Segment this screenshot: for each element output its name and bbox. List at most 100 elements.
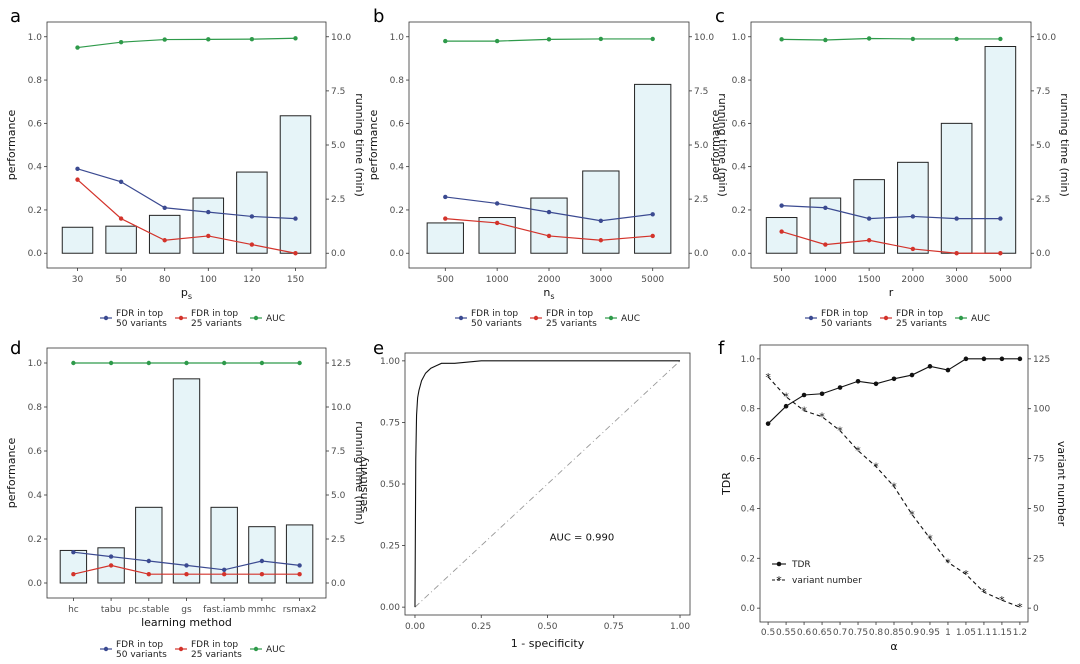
panel-f-ytick2-label: 50	[1033, 504, 1045, 514]
legend-auc-dot	[608, 315, 614, 321]
panel-c-bar-3000	[940, 122, 973, 254]
panel-f-point-variant-number: *	[909, 508, 915, 521]
legend-fdr25-dot	[178, 646, 184, 652]
panel-f-xtick-label: 0.9	[905, 628, 920, 638]
panel-f-point-tdr	[783, 403, 789, 409]
panel-d-point-fdr25	[71, 572, 76, 577]
panel-a-point-fdr50	[162, 205, 167, 210]
panel-c-point-fdr50	[823, 205, 828, 210]
legend-fdr25-label-2: 25 variants	[191, 650, 242, 660]
panel-b-letter: b	[373, 6, 384, 27]
panel-f-xtick-label: 1.05	[956, 628, 976, 638]
panel-f-ytick-label: 0.0	[741, 604, 756, 614]
panel-d-point-fdr25	[108, 563, 114, 568]
legend-fdr50-label-2: 50 variants	[821, 319, 872, 329]
panel-b-ytick-label: 0.4	[390, 163, 405, 173]
panel-f-point-variant-number: *	[783, 391, 789, 404]
panel-a-xlabel-sub: s	[188, 292, 192, 301]
panel-f-point-tdr	[927, 364, 933, 369]
panel-d-xtick-label: gs	[181, 605, 192, 615]
panel-b-point-fdr25	[546, 233, 552, 239]
legend-fdr50-label-2: 50 variants	[471, 319, 522, 329]
panel-e-roc-curve	[414, 360, 681, 608]
legend-auc-label: AUC	[971, 314, 990, 324]
panel-e-diagonal	[414, 360, 681, 608]
panel-a-xtick-label: 30	[72, 275, 84, 285]
panel-c-xtick-label: 5000	[989, 275, 1012, 285]
panel-c-point-fdr25	[823, 242, 828, 247]
panel-f-xtick-label: 1.1	[977, 628, 991, 638]
panel-c-ylabel-right: running time (min)	[1058, 93, 1071, 197]
panel-f-legend-tdr-dot	[776, 561, 782, 567]
panel-c-point-fdr50	[954, 216, 959, 221]
panel-b-ytick-label: 0.0	[390, 249, 405, 259]
panel-b-plot: 0.0 0.2 0.4 0.6 0.8 1.0 0.0 2.5 5.0 7.5 10.0 500 100…	[367, 21, 729, 329]
legend-fdr50-label: FDR in top	[471, 309, 518, 319]
panel-c-ytick2-label: 0.0	[1036, 249, 1051, 259]
panel-b-xtick-label: 5000	[641, 275, 664, 285]
legend-fdr50-dot	[808, 315, 814, 321]
panel-a-bar-50	[105, 225, 137, 254]
panel-d-ylabel: performance	[5, 438, 18, 509]
panel-e-ytick-label: 0.50	[380, 480, 400, 490]
panel-e-ytick-label: 0.25	[380, 542, 400, 552]
panel-f-ytick2-label: 125	[1033, 355, 1050, 365]
panel-f-xtick-label: 0.65	[812, 628, 832, 638]
panel-d-letter: d	[10, 338, 21, 359]
panel-a-point-fdr25	[162, 238, 167, 243]
panel-a-letter: a	[10, 6, 21, 27]
panel-a-xtick-label: 80	[159, 275, 171, 285]
panel-a-ytick2-label: 0.0	[331, 249, 346, 259]
panel-f-point-variant-number: *	[873, 461, 879, 474]
panel-a-point-auc	[249, 36, 255, 42]
panel-f-xtick-label: 0.95	[920, 628, 940, 638]
panel-d-xtick-label: pc.stable	[128, 605, 169, 615]
panel-c-point-auc	[779, 37, 784, 42]
panel-d-ytick-label: 0.4	[28, 491, 43, 501]
panel-c-point-auc	[910, 36, 916, 42]
panel-c-point-fdr25	[910, 246, 916, 252]
panel-d-point-auc	[71, 360, 76, 366]
legend-fdr50-label: FDR in top	[116, 309, 163, 319]
panel-a-point-fdr25	[75, 177, 80, 182]
panel-b-ytick-label: 0.8	[390, 76, 405, 86]
panel-e-xtick-label: 0.50	[537, 622, 557, 632]
legend-fdr50-label: FDR in top	[116, 640, 163, 650]
panel-e-xlabel: 1 - specificity	[511, 637, 585, 650]
panel-e-auc-annotation: AUC = 0.990	[550, 533, 615, 544]
legend-auc-dot	[253, 646, 259, 652]
panel-d-ytick2-label: 2.5	[331, 535, 345, 545]
panel-a-point-fdr25	[118, 216, 124, 221]
panel-f-point-tdr	[873, 381, 879, 387]
legend-fdr25-label: FDR in top	[546, 309, 593, 319]
panel-d-point-fdr50	[259, 558, 265, 564]
panel-f-point-variant-number: *	[1017, 601, 1023, 614]
legend-auc-label: AUC	[621, 314, 640, 324]
panel-a-point-auc	[118, 39, 124, 45]
panel-e-ytick-label: 1.00	[380, 357, 400, 367]
panel-d-bar-gs	[172, 378, 201, 584]
panel-a-ytick2-label: 10.0	[331, 33, 351, 43]
panel-c-bar-500	[765, 217, 798, 254]
panel-f-xtick-label: 1	[945, 628, 951, 638]
panel-b-xtick-label: 2000	[538, 275, 561, 285]
legend-fdr50-dot	[103, 646, 109, 652]
legend-fdr25-dot	[533, 315, 539, 321]
legend-fdr25-label: FDR in top	[191, 640, 238, 650]
panel-f-xtick-label: 0.85	[884, 628, 904, 638]
panel-d-point-auc	[259, 360, 265, 366]
panel-f-point-variant-number: *	[819, 411, 825, 424]
panel-f-line-variant-number	[767, 376, 1021, 608]
panel-f-letter: f	[718, 338, 725, 359]
panel-d-point-auc	[222, 360, 227, 366]
legend-fdr50-dot	[103, 315, 109, 321]
panel-e-xtick-label: 0.25	[471, 622, 491, 632]
panel-f-point-variant-number: *	[963, 568, 969, 581]
panel-f-ylabel: TDR	[720, 472, 733, 496]
panel-d-point-auc	[184, 360, 189, 366]
panel-b-point-auc	[443, 38, 448, 44]
panel-f-ytick2-label: 0	[1033, 604, 1039, 614]
